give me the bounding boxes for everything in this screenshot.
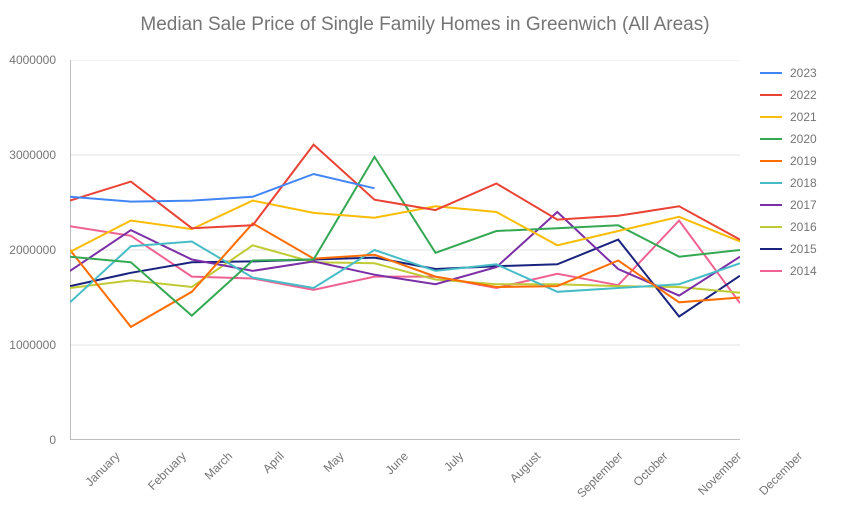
legend-item-2017: 2017 [760,194,817,216]
legend-item-2015: 2015 [760,238,817,260]
series-2017 [70,212,740,296]
legend-swatch [760,248,782,250]
plot-area [70,60,740,440]
series-2020 [70,157,740,316]
series-2021 [70,201,740,252]
y-tick-label: 0 [49,433,56,447]
series-2023 [70,174,375,202]
x-tick-label: June [382,449,410,477]
x-tick-label: August [507,449,543,485]
legend-label: 2022 [790,88,817,102]
legend: 2023 2022 2021 2020 2019 2018 2017 2016 2015 2014 [760,62,817,282]
legend-label: 2015 [790,242,817,256]
y-tick-label: 3000000 [9,148,56,162]
legend-label: 2014 [790,264,817,278]
y-axis-labels: 01000000200000030000004000000 [0,60,60,440]
legend-swatch [760,204,782,206]
y-tick-label: 1000000 [9,338,56,352]
x-tick-label: September [574,449,625,500]
legend-label: 2016 [790,220,817,234]
legend-swatch [760,226,782,228]
legend-item-2020: 2020 [760,128,817,150]
x-tick-label: July [442,449,467,474]
x-tick-label: April [260,449,287,476]
legend-item-2022: 2022 [760,84,817,106]
legend-label: 2023 [790,66,817,80]
x-tick-label: January [83,449,123,489]
legend-label: 2017 [790,198,817,212]
legend-label: 2019 [790,154,817,168]
legend-swatch [760,72,782,74]
legend-label: 2021 [790,110,817,124]
chart-title: Median Sale Price of Single Family Homes… [0,0,850,42]
chart-container: Median Sale Price of Single Family Homes… [0,0,850,526]
x-tick-label: December [756,449,805,498]
legend-swatch [760,182,782,184]
series-2019 [70,223,740,327]
x-tick-label: March [202,449,235,482]
legend-swatch [760,160,782,162]
y-tick-label: 2000000 [9,243,56,257]
legend-item-2016: 2016 [760,216,817,238]
legend-item-2023: 2023 [760,62,817,84]
legend-swatch [760,270,782,272]
chart-svg [70,60,740,440]
legend-swatch [760,116,782,118]
legend-item-2018: 2018 [760,172,817,194]
legend-item-2019: 2019 [760,150,817,172]
x-tick-label: November [695,449,744,498]
legend-label: 2018 [790,176,817,190]
legend-label: 2020 [790,132,817,146]
x-axis-labels: January February March April May June July Augu… [70,445,740,515]
y-tick-label: 4000000 [9,53,56,67]
x-tick-label: May [320,449,346,475]
legend-swatch [760,138,782,140]
legend-swatch [760,94,782,96]
x-tick-label: February [145,449,189,493]
legend-item-2014: 2014 [760,260,817,282]
legend-item-2021: 2021 [760,106,817,128]
series-2014 [70,221,740,304]
x-tick-label: October [631,449,671,489]
